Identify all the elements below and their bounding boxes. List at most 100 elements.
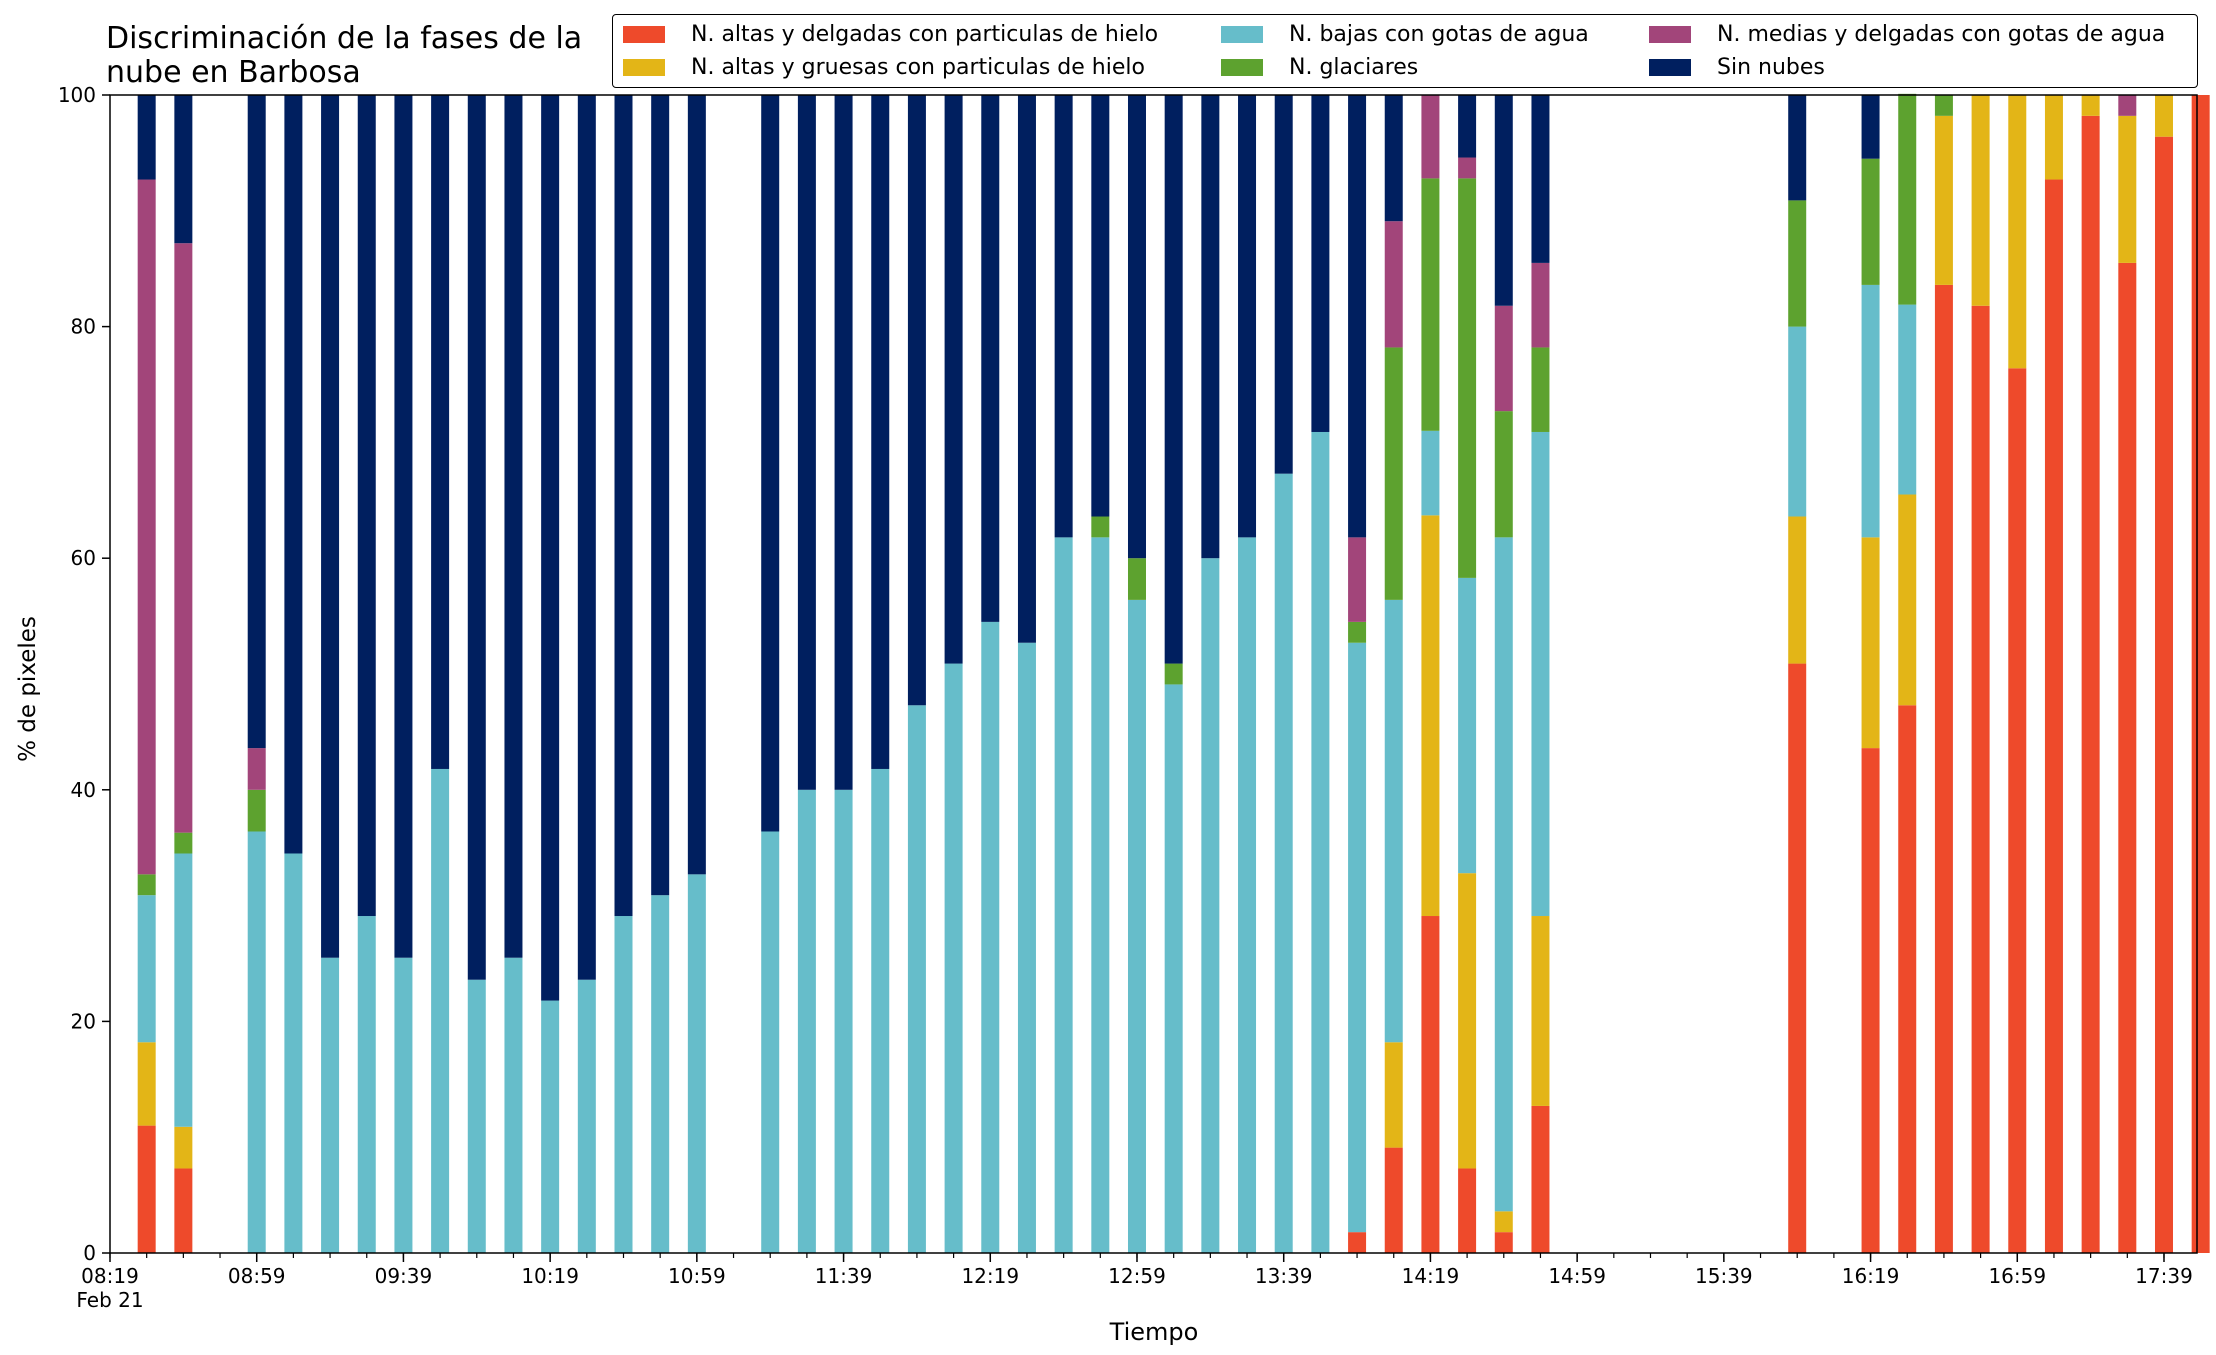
bar-segment — [1861, 284, 1880, 538]
bar-segment — [1384, 221, 1403, 348]
bars-layer — [137, 93, 2210, 1254]
legend-swatch — [623, 26, 665, 43]
bar-segment — [1201, 558, 1220, 1253]
x-tick-label: 14:59 — [1548, 1264, 1606, 1288]
bar-segment — [394, 957, 413, 1253]
bar-segment — [651, 95, 670, 896]
bar-segment — [614, 916, 633, 1253]
bar-segment — [394, 95, 413, 958]
bar-segment — [174, 1168, 193, 1253]
bar-segment — [687, 874, 706, 1253]
x-tick-label: 10:59 — [668, 1264, 726, 1288]
legend: N. altas y delgadas con particulas de hi… — [612, 14, 2198, 88]
legend-item: Sin nubes — [1649, 55, 1825, 80]
bar-segment — [651, 895, 670, 1253]
bar-segment — [1788, 516, 1807, 664]
bar-segment — [1421, 178, 1440, 431]
bar-segment — [1531, 262, 1550, 348]
bar-segment — [137, 1042, 156, 1126]
legend-label: N. bajas con gotas de agua — [1289, 22, 1589, 47]
bar-segment — [1421, 515, 1440, 917]
bar-segment — [247, 831, 266, 1253]
bar-segment — [1017, 642, 1036, 1253]
bar-segment — [1091, 537, 1110, 1253]
bar-segment — [504, 95, 523, 958]
bar-segment — [1494, 95, 1513, 306]
bar-segment — [1348, 621, 1367, 643]
x-tick-label: 17:39 — [2135, 1264, 2193, 1288]
bar-segment — [1348, 642, 1367, 1233]
y-axis-label: % de pixeles — [15, 616, 41, 762]
bar-segment — [1164, 95, 1183, 664]
bar-segment — [1531, 916, 1550, 1106]
bar-segment — [2154, 95, 2173, 137]
bar-segment — [1348, 537, 1367, 622]
x-tick-label: 08:19 Feb 21 — [76, 1264, 143, 1312]
x-tick-label: 12:19 — [961, 1264, 1019, 1288]
bar-segment — [1531, 95, 1550, 263]
bar-segment — [1054, 95, 1073, 538]
bar-segment — [1017, 95, 1036, 643]
bar-segment — [871, 95, 890, 769]
bar-segment — [1384, 95, 1403, 222]
bar-segment — [321, 957, 340, 1253]
bar-segment — [137, 179, 156, 875]
bar-segment — [687, 95, 706, 875]
bar-segment — [2081, 115, 2100, 1254]
y-tick-label: 40 — [71, 778, 96, 802]
bar-segment — [1127, 95, 1146, 559]
bar-segment — [1311, 431, 1330, 1254]
bar-segment — [174, 1126, 193, 1169]
bar-segment — [1934, 115, 1953, 285]
bar-segment — [1861, 158, 1880, 285]
bar-segment — [1421, 916, 1440, 1253]
x-tick-label: 13:39 — [1255, 1264, 1313, 1288]
legend-label: N. altas y delgadas con particulas de hi… — [691, 22, 1159, 47]
legend-label: N. medias y delgadas con gotas de agua — [1717, 22, 2166, 47]
bar-segment — [761, 95, 780, 832]
axes-layer: 0 20 40 60 80 100 08:19 Feb 21 08:59 09:39 10:19 10… — [58, 83, 2198, 1312]
legend-swatch — [1649, 59, 1691, 76]
bar-segment — [1311, 95, 1330, 432]
bar-segment — [1934, 284, 1953, 1253]
bar-segment — [871, 768, 890, 1253]
bar-segment — [2118, 262, 2137, 1253]
bar-segment — [1898, 93, 1917, 305]
bar-segment — [1274, 473, 1293, 1253]
legend-item: N. medias y delgadas con gotas de agua — [1649, 22, 2165, 47]
bar-segment — [944, 95, 963, 664]
bar-segment — [2044, 179, 2063, 1253]
bar-segment — [797, 95, 816, 790]
bar-segment — [907, 95, 926, 706]
legend-swatch — [1649, 26, 1691, 43]
bar-segment — [467, 95, 486, 980]
bar-segment — [614, 95, 633, 917]
x-tick-label: 15:39 — [1695, 1264, 1753, 1288]
bar-segment — [1384, 1042, 1403, 1148]
bar-segment — [761, 831, 780, 1253]
bar-segment — [1898, 705, 1917, 1253]
chart-title: Discriminación de la fases de la nube en… — [106, 21, 583, 90]
bar-segment — [1238, 537, 1257, 1253]
bar-segment — [1531, 347, 1550, 432]
bar-segment — [1054, 537, 1073, 1253]
bar-segment — [1971, 305, 1990, 1253]
bar-segment — [174, 832, 193, 854]
bar-segment — [174, 853, 193, 1127]
bar-segment — [1458, 1168, 1477, 1253]
legend-swatch — [1221, 59, 1263, 76]
bar-segment — [1238, 95, 1257, 538]
y-tick-label: 60 — [71, 546, 96, 570]
legend-swatch — [623, 59, 665, 76]
bar-segment — [1971, 95, 1990, 306]
x-tick-label: 08:59 — [228, 1264, 286, 1288]
bar-segment — [834, 95, 853, 790]
bar-segment — [137, 1125, 156, 1253]
legend-label: N. glaciares — [1289, 55, 1419, 80]
x-tick-label: 11:39 — [815, 1264, 873, 1288]
bar-segment — [247, 789, 266, 832]
bar-segment — [1494, 537, 1513, 1212]
bar-segment — [1091, 516, 1110, 538]
bar-segment — [1898, 494, 1917, 706]
